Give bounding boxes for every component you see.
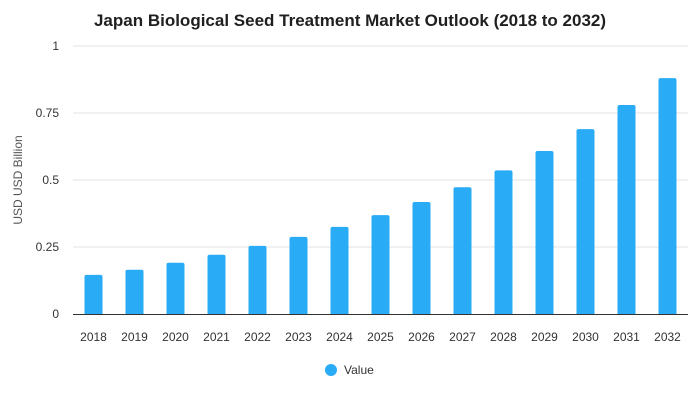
x-tick-label: 2027 xyxy=(449,330,476,344)
bars xyxy=(84,78,677,315)
x-tick-label: 2026 xyxy=(408,330,435,344)
y-tick-label: 0.5 xyxy=(42,173,59,187)
chart-title: Japan Biological Seed Treatment Market O… xyxy=(94,11,606,30)
x-tick-label: 2031 xyxy=(613,330,640,344)
bar-2023[interactable] xyxy=(289,236,308,314)
y-axis-label: USD USD Billion xyxy=(11,135,25,224)
x-axis-ticks: 2018 2019 2020 2021 2022 2023 2024 2025 2026 2027… xyxy=(80,330,681,344)
x-tick-label: 2025 xyxy=(367,330,394,344)
x-tick-label: 2022 xyxy=(244,330,271,344)
y-tick-label: 0 xyxy=(52,307,59,321)
bar-2022[interactable] xyxy=(248,245,267,314)
bar-2024[interactable] xyxy=(330,226,349,314)
x-tick-label: 2032 xyxy=(654,330,681,344)
bar-2030[interactable] xyxy=(576,129,595,314)
y-axis-ticks: 0 0.25 0.5 0.75 1 xyxy=(36,39,60,321)
x-tick-label: 2024 xyxy=(326,330,353,344)
x-tick-label: 2021 xyxy=(203,330,230,344)
bar-2021[interactable] xyxy=(207,254,226,314)
legend-label: Value xyxy=(344,363,374,377)
bar-2019[interactable] xyxy=(125,269,144,314)
bar-2031[interactable] xyxy=(617,104,636,315)
bar-2025[interactable] xyxy=(371,215,390,314)
bar-2029[interactable] xyxy=(535,151,554,314)
bar-2018[interactable] xyxy=(84,274,103,314)
x-tick-label: 2018 xyxy=(80,330,107,344)
x-tick-label: 2030 xyxy=(572,330,599,344)
bar-2020[interactable] xyxy=(166,262,185,314)
bar-2027[interactable] xyxy=(453,187,472,314)
y-tick-label: 1 xyxy=(52,39,59,53)
legend-marker xyxy=(325,364,337,376)
bar-2028[interactable] xyxy=(494,170,513,314)
legend[interactable]: Value xyxy=(325,363,374,377)
x-tick-label: 2029 xyxy=(531,330,558,344)
x-tick-label: 2023 xyxy=(285,330,312,344)
x-tick-label: 2019 xyxy=(121,330,148,344)
x-tick-label: 2020 xyxy=(162,330,189,344)
bar-2032[interactable] xyxy=(658,78,677,314)
x-tick-label: 2028 xyxy=(490,330,517,344)
y-tick-label: 0.25 xyxy=(36,240,60,254)
bar-2026[interactable] xyxy=(412,201,431,314)
y-tick-label: 0.75 xyxy=(36,106,60,120)
